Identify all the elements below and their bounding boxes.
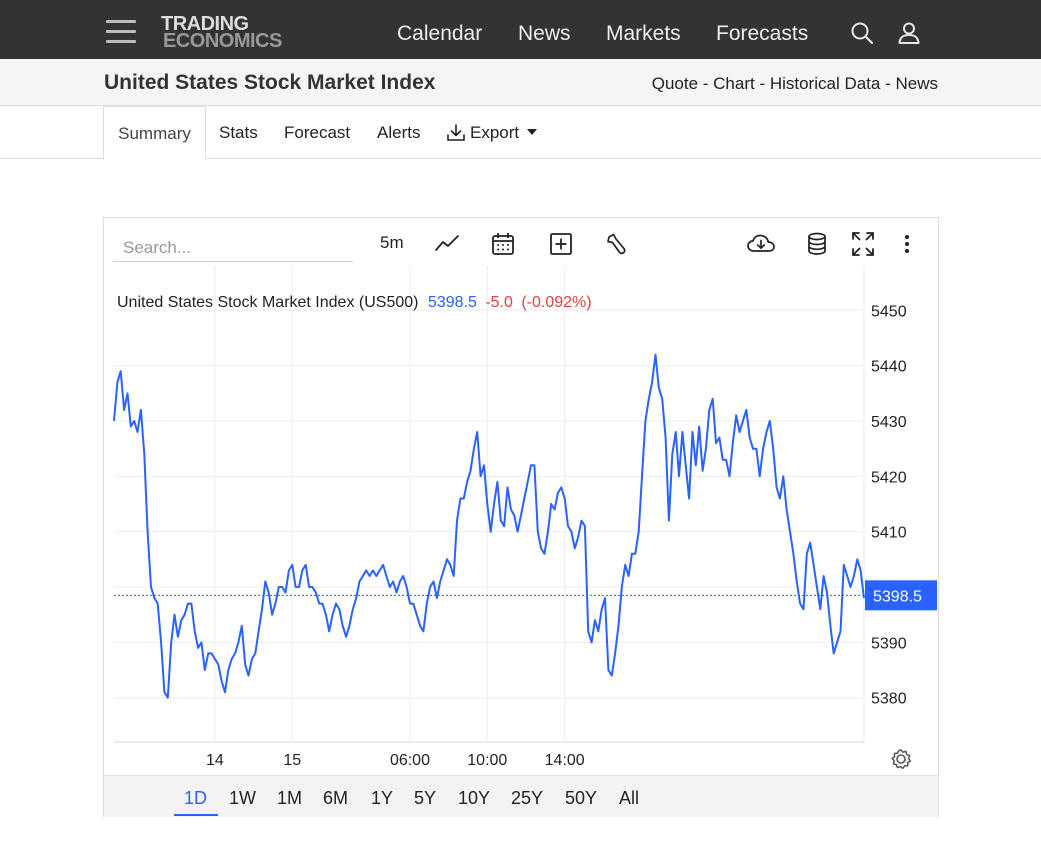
range-1d[interactable]: 1D: [184, 788, 208, 808]
title-bar: United States Stock Market Index Quote -…: [0, 59, 1041, 106]
caret-down-icon: [527, 129, 537, 135]
range-25y[interactable]: 25Y: [511, 788, 544, 808]
tab-forecast[interactable]: Forecast: [284, 123, 351, 142]
y-tick-label: 5420: [871, 469, 907, 486]
series-line-us500: [113, 353, 865, 699]
range-1y[interactable]: 1Y: [371, 788, 394, 808]
tab-stats[interactable]: Stats: [219, 123, 258, 142]
nav-news[interactable]: News: [518, 22, 571, 45]
y-tick-label: 5390: [871, 635, 907, 652]
menu-icon[interactable]: [106, 20, 136, 44]
y-tick-label: 5440: [871, 359, 907, 376]
cloud-download-icon[interactable]: [746, 230, 776, 258]
chart-search-input[interactable]: [113, 234, 353, 262]
legend-change-pct: (-0.092%): [521, 294, 591, 311]
interval-selector[interactable]: 5m: [380, 233, 404, 252]
add-compare-icon[interactable]: [548, 230, 574, 258]
nav-forecasts[interactable]: Forecasts: [716, 22, 809, 45]
x-tick-label: 10:00: [467, 752, 507, 769]
user-icon[interactable]: [896, 20, 922, 46]
nav-markets[interactable]: Markets: [606, 22, 681, 45]
more-vertical-icon[interactable]: [900, 230, 914, 258]
last-price-badge: 5398.5: [865, 580, 937, 611]
export-label: Export: [470, 123, 520, 142]
y-tick-label: 5450: [871, 303, 907, 320]
y-axis: 53805390540054105420543054405450: [871, 303, 907, 707]
quick-links: Quote - Chart - Historical Data - News: [652, 74, 938, 94]
legend-name: United States Stock Market Index (US500): [117, 294, 418, 311]
search-icon[interactable]: [849, 20, 875, 46]
line-chart-icon[interactable]: [434, 230, 460, 258]
x-tick-label: 14:00: [545, 752, 585, 769]
logo[interactable]: TRADING ECONOMICS: [161, 14, 306, 52]
last-price-label: 5398.5: [873, 588, 922, 605]
range-active-indicator: [174, 814, 218, 816]
link-separator: -: [754, 74, 770, 93]
price-chart[interactable]: 53805390540054105420543054405450 141506:…: [104, 266, 938, 775]
y-tick-label: 5380: [871, 691, 907, 708]
top-navbar: TRADING ECONOMICS Calendar News Markets …: [0, 0, 1041, 59]
fullscreen-icon[interactable]: [850, 230, 876, 258]
range-1w[interactable]: 1W: [229, 788, 256, 808]
legend-price: 5398.5: [428, 294, 477, 311]
chart-grid: [114, 266, 865, 743]
tab-alerts[interactable]: Alerts: [377, 123, 421, 142]
range-10y[interactable]: 10Y: [458, 788, 491, 808]
link-quote[interactable]: Quote: [651, 74, 699, 93]
link-news[interactable]: News: [895, 74, 938, 93]
gear-icon[interactable]: [891, 749, 912, 770]
link-historical-data[interactable]: Historical Data: [769, 74, 881, 93]
tabs-bar: Summary Stats Forecast Alerts Export: [0, 106, 1041, 160]
legend-change: -5.0: [485, 294, 513, 311]
range-5y[interactable]: 5Y: [414, 788, 437, 808]
range-50y[interactable]: 50Y: [565, 788, 598, 808]
logo-line2: ECONOMICS: [163, 30, 282, 52]
calendar-icon[interactable]: [490, 230, 516, 258]
range-6m[interactable]: 6M: [323, 788, 349, 808]
chart-legend: United States Stock Market Index (US500)…: [117, 294, 592, 311]
x-tick-label: 15: [283, 752, 301, 769]
x-axis: 14 15 06:00 10:00 14:00: [206, 752, 585, 769]
page-title: United States Stock Market Index: [104, 71, 436, 94]
link-separator: -: [880, 74, 896, 93]
download-icon: [447, 124, 465, 141]
database-icon[interactable]: [805, 230, 829, 258]
range-1m[interactable]: 1M: [277, 788, 303, 808]
link-chart[interactable]: Chart: [713, 74, 755, 93]
range-selector: 1D 1W 1M 6M 1Y 5Y 10Y 25Y 50Y All: [104, 775, 938, 817]
wrench-icon[interactable]: [604, 230, 630, 258]
logo-line1: TRADING: [161, 13, 249, 35]
chart-card: 5m 5380539054005410542054: [103, 217, 939, 817]
range-all[interactable]: All: [619, 788, 640, 808]
y-tick-label: 5430: [871, 414, 907, 431]
x-tick-label: 14: [206, 752, 224, 769]
x-tick-label: 06:00: [390, 752, 430, 769]
nav-calendar[interactable]: Calendar: [397, 22, 483, 45]
tab-summary[interactable]: Summary: [103, 106, 206, 160]
last-price-badge-bg: [865, 580, 937, 611]
link-separator: -: [698, 74, 714, 93]
y-tick-label: 5410: [871, 525, 907, 542]
